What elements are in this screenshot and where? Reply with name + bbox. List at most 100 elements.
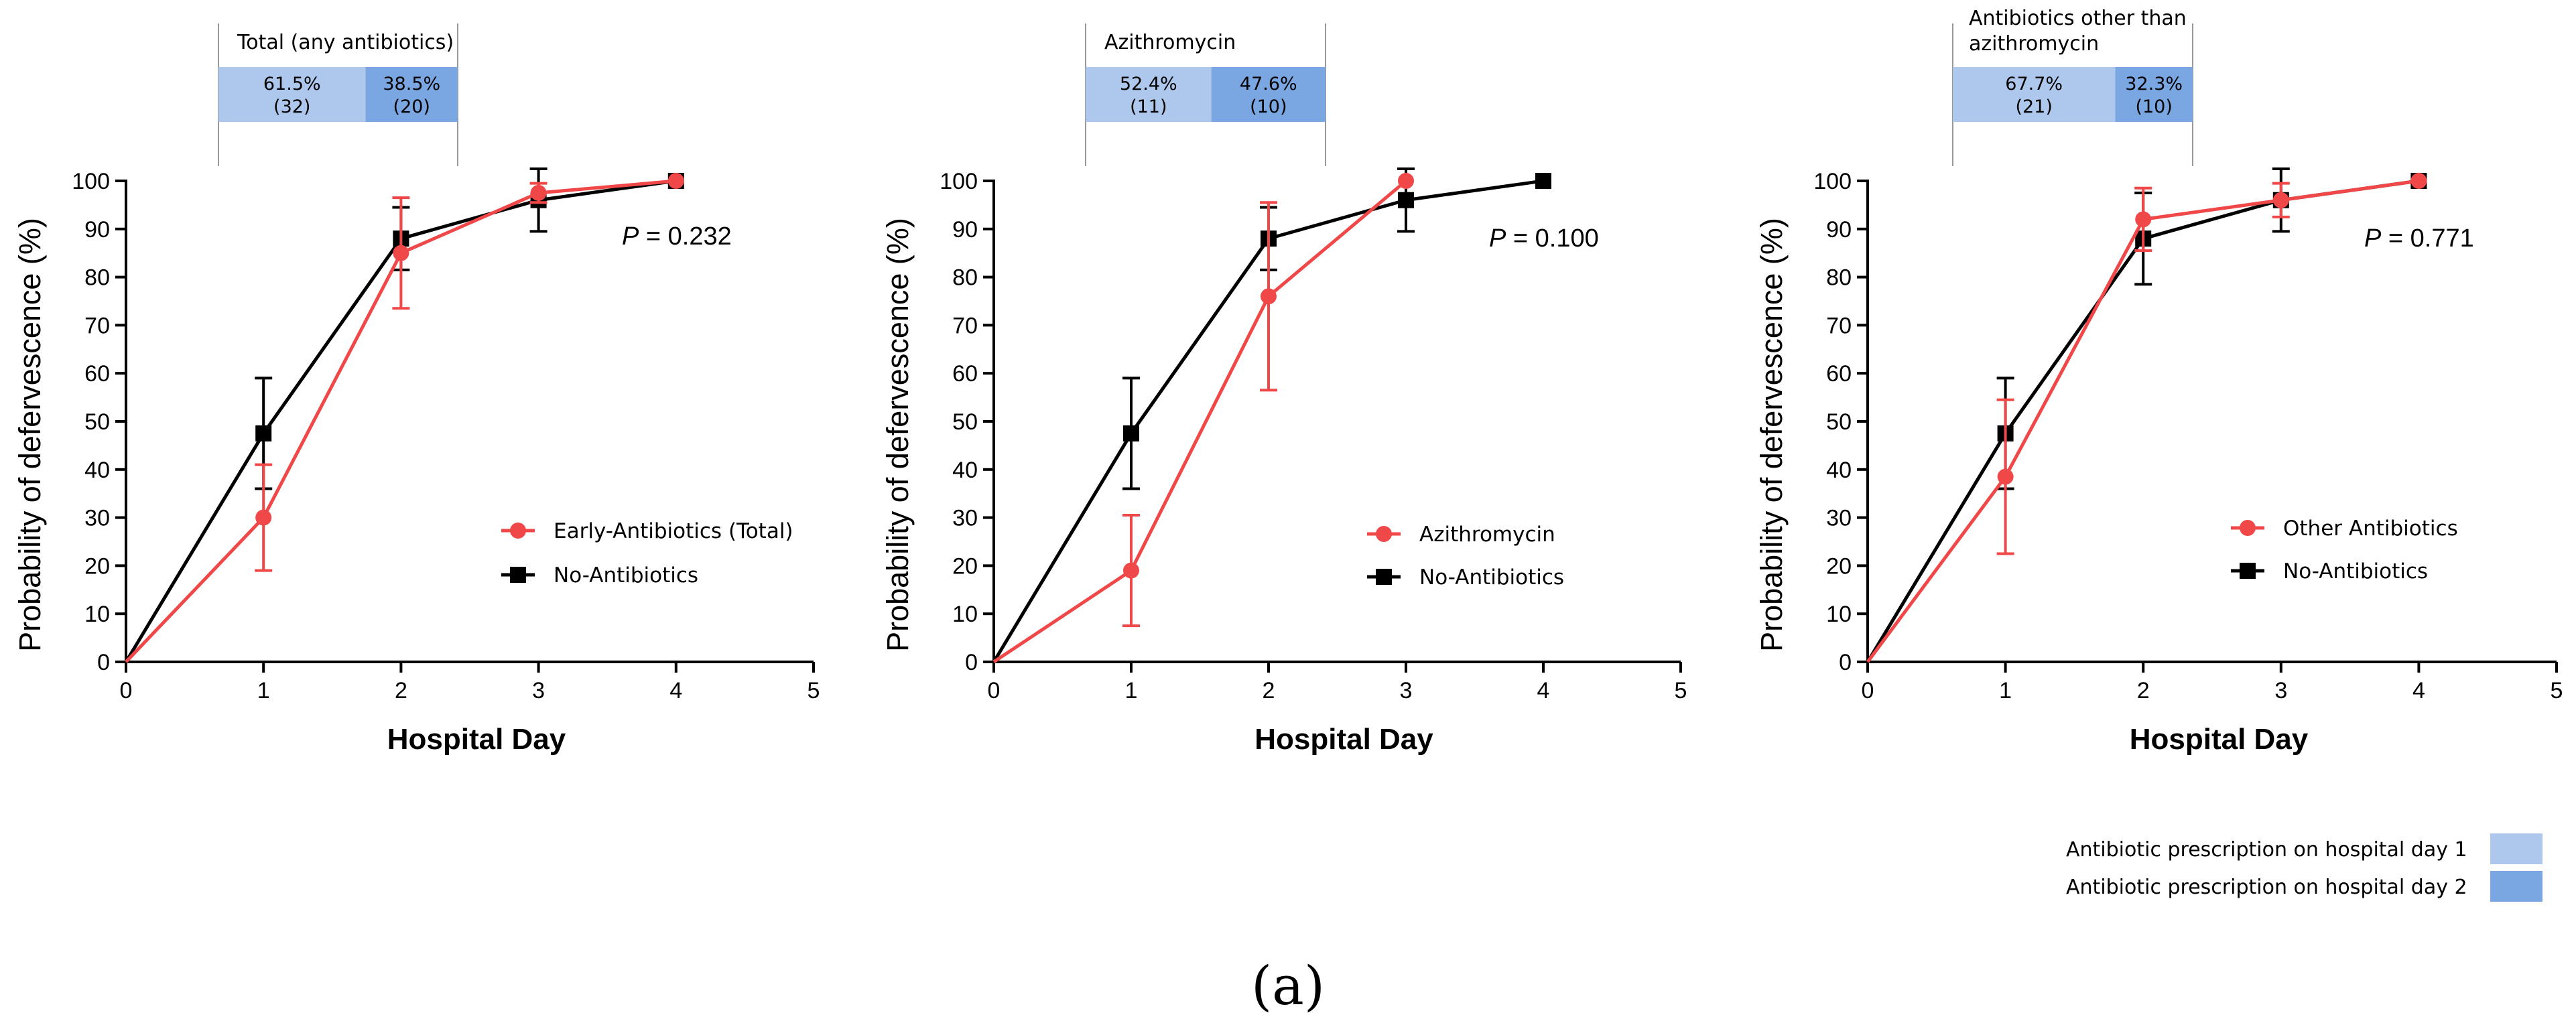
chart-panel-2: Azithromycin52.4%(11)47.6%(10)0102030405… [881,23,1687,756]
data-point-circle [1261,288,1277,305]
y-tick-label: 90 [84,217,110,243]
y-tick-label: 30 [1826,506,1852,531]
inset-segment-percent: 61.5% [263,74,321,94]
inset-legend-swatch [2490,833,2542,864]
inset-segment-percent: 67.7% [2005,74,2063,94]
y-tick-label: 40 [1826,458,1852,483]
x-tick-label: 2 [2137,678,2150,703]
p-value-number: = 0.232 [639,222,731,251]
x-tick-label: 3 [532,678,545,703]
x-tick-label: 1 [257,678,270,703]
y-tick-label: 20 [84,553,110,579]
y-tick-label: 60 [952,361,978,387]
y-tick-label: 30 [84,506,110,531]
data-point-square [255,425,272,441]
inset-bar-chart: Antibiotics other thanazithromycin67.7%(… [1952,7,2193,166]
series-treatment [125,173,684,663]
x-tick-label: 0 [1862,678,1874,703]
legend-label: No-Antibiotics [1419,565,1564,590]
legend: Other Antibiotics No-Antibiotics [2231,517,2458,584]
x-tick-label: 4 [669,678,682,703]
data-point-circle [393,245,409,261]
x-tick-label: 3 [2274,678,2287,703]
inset-title: Total (any antibiotics) [237,31,454,54]
y-axis-title: Probability of defervescence (%) [13,218,47,652]
inset-segment-percent: 47.6% [1240,74,1297,94]
y-tick-label: 50 [84,409,110,435]
x-tick-label: 2 [395,678,407,703]
p-value-number: = 0.100 [1506,224,1598,253]
inset-segment-percent: 38.5% [383,74,440,94]
p-value-symbol: P [2364,224,2382,253]
inset-segment-count: (20) [393,96,430,117]
inset-title: Azithromycin [1104,31,1236,54]
y-tick-label: 40 [952,458,978,483]
figure-caption: (a) [1250,955,1326,1017]
chart-panel-3: Antibiotics other thanazithromycin67.7%(… [1754,7,2563,756]
inset-title-line: azithromycin [1969,32,2099,56]
y-tick-label: 50 [1826,409,1852,435]
data-point-circle [1997,468,2014,485]
inset-segment-count: (21) [2015,96,2052,117]
y-tick-label: 80 [952,265,978,291]
data-point-square [1535,173,1551,189]
legend-label: Other Antibiotics [2283,517,2458,541]
chart-panel-1: Total (any antibiotics) 61.5%(32) 38.5%(20… [13,23,820,756]
inset-segment-percent: 32.3% [2125,74,2183,94]
data-point-circle [1123,562,1139,579]
inset-segment-percent: 52.4% [1120,74,1177,94]
inset-bar-chart: Total (any antibiotics) 61.5%(32) 38.5%(20… [218,23,458,166]
data-point-circle [255,509,272,526]
y-tick-label: 70 [1826,313,1852,338]
inset-segment-day2 [1211,67,1326,122]
y-tick-label: 0 [97,650,110,675]
legend-marker-circle [2240,520,2256,536]
p-value-label: P = 0.100 [1489,224,1599,253]
y-tick-label: 20 [1826,553,1852,579]
inset-segment-count: (10) [2135,96,2172,117]
y-tick-label: 80 [84,265,110,291]
inset-segment-day1 [1953,67,2116,122]
series-treatment [1866,173,2427,663]
x-tick-label: 5 [1675,678,1687,703]
data-point-circle [2135,211,2152,228]
x-axis-title: Hospital Day [387,723,566,756]
inset-color-legend: Antibiotic prescription on hospital day … [2066,833,2542,902]
legend: Early-Antibiotics (Total) No-Antibiotics [501,519,793,588]
x-tick-label: 3 [1400,678,1413,703]
legend-marker-square [510,567,526,583]
y-tick-label: 90 [1826,217,1852,243]
legend-marker-square [2240,563,2256,579]
y-tick-label: 60 [1826,361,1852,387]
inset-segment-count: (11) [1130,96,1167,117]
p-value-number: = 0.771 [2381,224,2473,253]
inset-segment-day2 [2115,67,2193,122]
y-tick-label: 40 [84,458,110,483]
x-tick-label: 4 [2412,678,2425,703]
legend-marker-square [1376,569,1392,585]
legend-marker-circle [510,523,526,539]
legend-label: Early-Antibiotics (Total) [554,519,793,543]
y-tick-label: 100 [1813,169,1852,194]
inset-segment-count: (10) [1250,96,1287,117]
data-point-circle [2272,192,2289,208]
x-tick-label: 2 [1263,678,1275,703]
y-tick-label: 100 [940,169,978,194]
x-tick-label: 4 [1537,678,1550,703]
series-treatment [992,173,1414,664]
inset-segment-count: (32) [273,96,310,117]
y-tick-label: 70 [84,313,110,338]
x-tick-label: 0 [120,678,133,703]
data-point-circle [530,184,547,201]
x-tick-label: 1 [1999,678,2012,703]
y-tick-label: 20 [952,553,978,579]
y-tick-label: 60 [84,361,110,387]
data-point-square [1123,425,1139,441]
y-tick-label: 70 [952,313,978,338]
y-axis-title: Probability of defervescence (%) [1754,218,1789,652]
inset-segment-day2 [365,67,458,122]
legend: Azithromycin No-Antibiotics [1367,523,1564,590]
y-tick-label: 90 [952,217,978,243]
data-point-circle [1398,173,1414,189]
